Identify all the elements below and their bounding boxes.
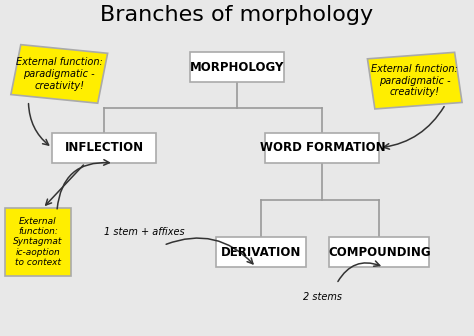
Text: MORPHOLOGY: MORPHOLOGY xyxy=(190,61,284,74)
Text: External
function:
Syntagmat
ic-aoption
to context: External function: Syntagmat ic-aoption … xyxy=(13,217,63,267)
Text: INFLECTION: INFLECTION xyxy=(65,141,144,154)
Text: External function:
paradigmatic -
creativity!: External function: paradigmatic - creati… xyxy=(16,57,103,90)
FancyBboxPatch shape xyxy=(190,52,284,82)
FancyBboxPatch shape xyxy=(52,133,156,163)
FancyBboxPatch shape xyxy=(367,52,462,109)
Text: 2 stems: 2 stems xyxy=(303,292,342,302)
FancyBboxPatch shape xyxy=(265,133,379,163)
Text: COMPOUNDING: COMPOUNDING xyxy=(328,246,430,258)
Text: DERIVATION: DERIVATION xyxy=(220,246,301,258)
FancyBboxPatch shape xyxy=(216,237,306,267)
FancyBboxPatch shape xyxy=(329,237,429,267)
Text: Branches of morphology: Branches of morphology xyxy=(100,5,374,25)
FancyBboxPatch shape xyxy=(11,45,108,103)
FancyBboxPatch shape xyxy=(5,208,71,276)
Text: 1 stem + affixes: 1 stem + affixes xyxy=(104,227,185,237)
Text: External function:
paradigmatic -
creativity!: External function: paradigmatic - creati… xyxy=(371,64,458,97)
Text: WORD FORMATION: WORD FORMATION xyxy=(259,141,385,154)
